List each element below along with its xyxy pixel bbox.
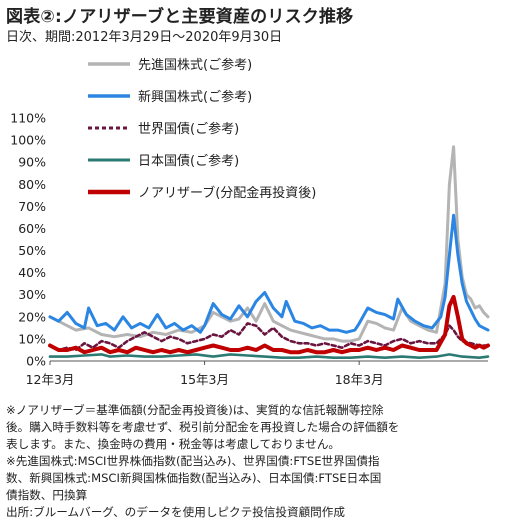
- y-tick-label: 10%: [18, 331, 46, 346]
- y-tick-label: 20%: [18, 309, 46, 324]
- footnote-line: ※先進国株式:MSCI世界株価指数(配当込み)、世界国債:FTSE世界国債指: [6, 454, 380, 468]
- legend-label: 世界国債(ご参考): [138, 121, 239, 137]
- series-line-2: [48, 322, 490, 352]
- footnote-line: 後。購入時手数料等を考慮せず、税引前分配金を再投資した場合の評価額を: [6, 420, 400, 434]
- chart-subtitle: 日次、期間:2012年3月29日～2020年9月30日: [6, 30, 283, 45]
- line-chart: 0% 10% 20% 30% 40% 50% 60% 70% 80% 90% 100% 110% 12…: [10, 57, 490, 387]
- y-tick-label: 40%: [18, 265, 46, 280]
- footnote-line: 数、新興国株式:MSCI新興国株価指数(配当込み)、日本国債:FTSE日本国: [6, 471, 382, 485]
- legend-label: 新興国株式(ご参考): [138, 89, 252, 105]
- y-tick-label: 50%: [18, 243, 46, 258]
- legend-label: ノアリザーブ(分配金再投資後): [138, 185, 316, 201]
- y-tick-label: 60%: [18, 221, 46, 236]
- x-tick-label: 18年3月: [335, 372, 384, 387]
- legend-label: 日本国債(ご参考): [138, 153, 239, 169]
- legend-label: 先進国株式(ご参考): [138, 57, 252, 73]
- x-tick-label: 15年3月: [180, 372, 229, 387]
- footnote-line: 債指数、円換算: [6, 488, 88, 502]
- y-tick-label: 0%: [26, 354, 46, 369]
- y-axis: 0% 10% 20% 30% 40% 50% 60% 70% 80% 90% 100% 110%: [10, 111, 46, 369]
- series-line-4: [48, 294, 490, 355]
- footnotes: ※ノアリザーブ＝基準価額(分配金再投資後)は、実質的な信託報酬等控除 後。購入時…: [6, 402, 506, 521]
- y-tick-label: 80%: [18, 177, 46, 192]
- footnote-line: 表します。また、換金時の費用・税金等は考慮しておりません。: [6, 437, 341, 451]
- y-tick-label: 110%: [10, 111, 46, 126]
- x-tick-label: 12年3月: [26, 372, 75, 387]
- legend: 先進国株式(ご参考) 新興国株式(ご参考) 世界国債(ご参考) 日本国債(ご参考) ノア…: [88, 57, 316, 201]
- series-line-0: [48, 145, 490, 343]
- y-tick-label: 100%: [10, 133, 46, 148]
- series-line-1: [48, 213, 490, 334]
- footnote-line: ※ノアリザーブ＝基準価額(分配金再投資後)は、実質的な信託報酬等控除: [6, 403, 384, 417]
- source-line: 出所:ブルームバーグ、のデータを使用しピクテ投信投資顧問作成: [6, 505, 345, 519]
- chart-title: 図表②:ノアリザーブと主要資産のリスク推移: [6, 7, 354, 27]
- plot-lines: [48, 145, 490, 359]
- x-axis: 12年3月 15年3月 18年3月: [26, 360, 488, 387]
- y-tick-label: 90%: [18, 155, 46, 170]
- y-tick-label: 70%: [18, 199, 46, 214]
- series-line-3: [48, 353, 490, 359]
- y-tick-label: 30%: [18, 287, 46, 302]
